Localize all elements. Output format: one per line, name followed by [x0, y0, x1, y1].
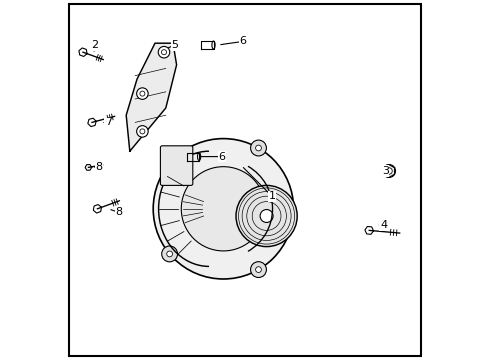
- Text: 7: 7: [105, 117, 112, 127]
- Circle shape: [260, 210, 273, 222]
- Circle shape: [250, 262, 267, 278]
- Text: 6: 6: [240, 36, 246, 46]
- Circle shape: [181, 167, 266, 251]
- Circle shape: [162, 246, 177, 262]
- Circle shape: [250, 140, 267, 156]
- FancyBboxPatch shape: [160, 146, 193, 185]
- Circle shape: [386, 168, 392, 174]
- Circle shape: [167, 251, 172, 257]
- Text: 8: 8: [96, 162, 103, 172]
- Text: 1: 1: [269, 191, 275, 201]
- Circle shape: [162, 50, 167, 55]
- Text: 8: 8: [116, 207, 122, 217]
- Circle shape: [256, 267, 261, 273]
- Circle shape: [137, 126, 148, 137]
- Circle shape: [140, 91, 145, 96]
- Ellipse shape: [197, 153, 201, 161]
- Circle shape: [140, 129, 145, 134]
- Ellipse shape: [212, 41, 215, 49]
- Circle shape: [153, 139, 294, 279]
- Circle shape: [158, 46, 170, 58]
- Circle shape: [236, 185, 297, 247]
- Text: 4: 4: [380, 220, 387, 230]
- Circle shape: [256, 145, 261, 151]
- Circle shape: [137, 88, 148, 99]
- Polygon shape: [126, 43, 176, 151]
- Text: 3: 3: [382, 166, 389, 176]
- Text: 2: 2: [91, 40, 98, 50]
- Text: 6: 6: [218, 152, 225, 162]
- Text: 5: 5: [172, 40, 178, 50]
- Circle shape: [383, 165, 395, 177]
